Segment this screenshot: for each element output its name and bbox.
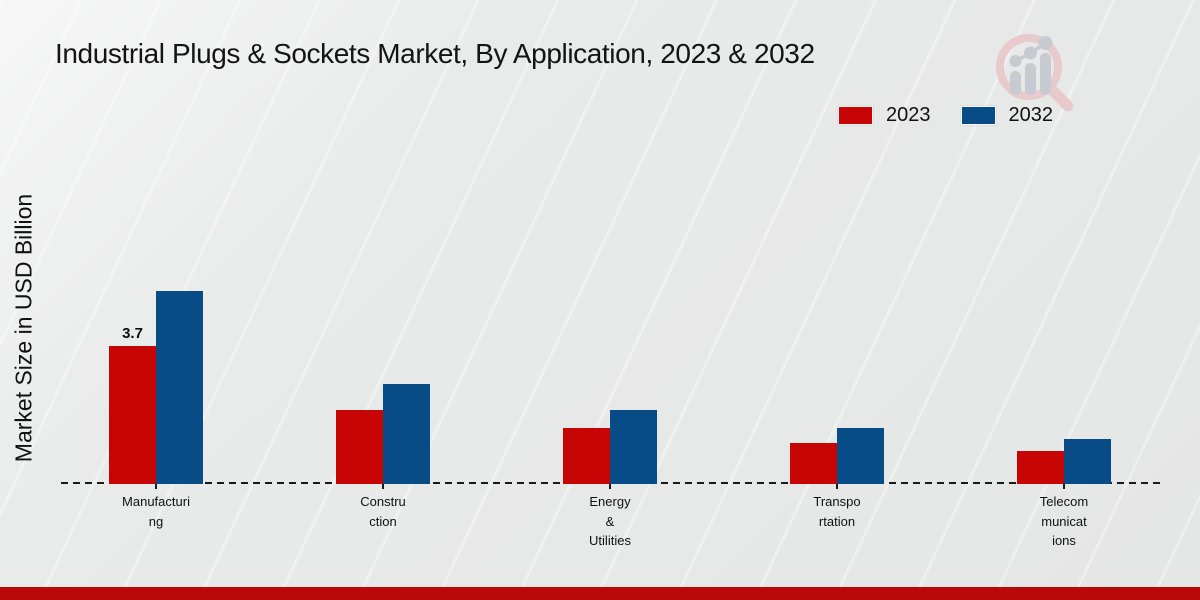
bar-value-label-manufacturing: 3.7 (122, 325, 143, 343)
bar-2032-transportation (837, 428, 884, 484)
logo-trend-dot (1038, 36, 1053, 50)
bar-2032-energy-utilities (610, 409, 657, 484)
legend-label-2023: 2023 (886, 104, 931, 126)
bar-2023-energy-utilities (563, 428, 610, 484)
bar-2032-construction (383, 383, 430, 484)
bar-2023-telecommunications (1017, 450, 1064, 484)
x-axis-category-label-transportation: Transpo rtation (813, 494, 861, 529)
legend-swatch-2032 (960, 106, 996, 125)
footer-accent-bar (0, 587, 1200, 600)
chart-title: Industrial Plugs & Sockets Market, By Ap… (55, 38, 815, 69)
x-axis-category-label-energy-utilities: Energy & Utilities (589, 494, 631, 548)
legend-swatch-2023 (838, 106, 873, 125)
x-axis-tick-manufacturing (155, 484, 157, 489)
x-axis-category-label-manufacturing: Manufacturi ng (122, 494, 190, 529)
bar-2032-telecommunications (1064, 439, 1111, 484)
bar-2023-manufacturing (109, 346, 156, 484)
logo-magnifier-ring (996, 34, 1062, 100)
x-axis-tick-construction (382, 484, 384, 489)
magnifier-bar-chart-logo-icon (996, 34, 1074, 111)
logo-trend-dot (1009, 55, 1022, 67)
x-axis-tick-telecommunications (1063, 484, 1065, 489)
x-axis-category-label-construction: Constru ction (360, 494, 406, 529)
x-axis-tick-energy-utilities (609, 484, 611, 489)
bar-2032-manufacturing (156, 290, 203, 484)
bar-2023-construction (336, 409, 383, 484)
legend-label-2032: 2032 (1008, 104, 1054, 126)
legend-item-2023: 2023 (838, 104, 931, 127)
x-axis-category-label-telecommunications: Telecom municat ions (1039, 494, 1089, 548)
logo-bar-medium (1025, 63, 1036, 95)
bar-2023-transportation (790, 443, 837, 484)
logo-bar-small (1010, 71, 1021, 95)
legend-item-2032: 2032 (960, 104, 1054, 127)
logo-trend-dot (1024, 46, 1037, 60)
x-axis-tick-transportation (836, 484, 838, 489)
legend: 2023 2032 (838, 104, 1053, 127)
logo-magnifier-handle (1045, 83, 1074, 111)
logo-bar-tall (1040, 53, 1051, 95)
